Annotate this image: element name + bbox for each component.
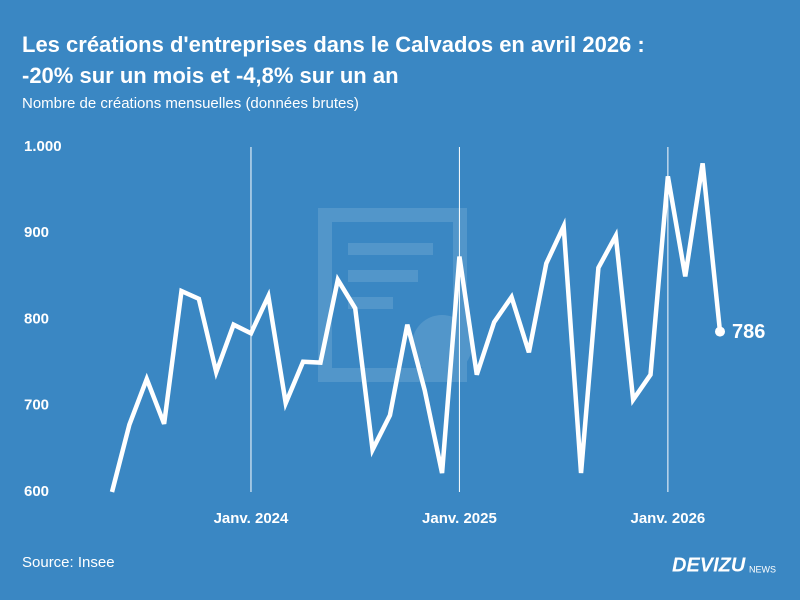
watermark bbox=[318, 208, 472, 382]
logo-small: NEWS bbox=[749, 564, 776, 574]
line bbox=[109, 163, 723, 493]
end-point bbox=[715, 326, 725, 337]
x-tick-label: Janv. 2025 bbox=[422, 510, 497, 527]
chart-title: -20% sur un mois et -4,8% sur un an bbox=[22, 63, 399, 88]
y-tick-label: 1.000 bbox=[24, 138, 62, 155]
source: Source: Insee bbox=[22, 554, 115, 571]
logo: DEVIZU bbox=[672, 554, 746, 576]
y-tick-label: 600 bbox=[24, 483, 49, 500]
x-tick-label: Janv. 2026 bbox=[630, 510, 705, 527]
chart-title: Les créations d'entreprises dans le Calv… bbox=[22, 32, 645, 57]
y-tick-label: 800 bbox=[24, 310, 49, 327]
y-tick-label: 900 bbox=[24, 224, 49, 241]
y-tick-label: 700 bbox=[24, 397, 49, 414]
x-tick-label: Janv. 2024 bbox=[214, 510, 289, 527]
chart-subtitle: Nombre de créations mensuelles (données … bbox=[22, 95, 359, 112]
value-label: 786 bbox=[732, 321, 765, 343]
